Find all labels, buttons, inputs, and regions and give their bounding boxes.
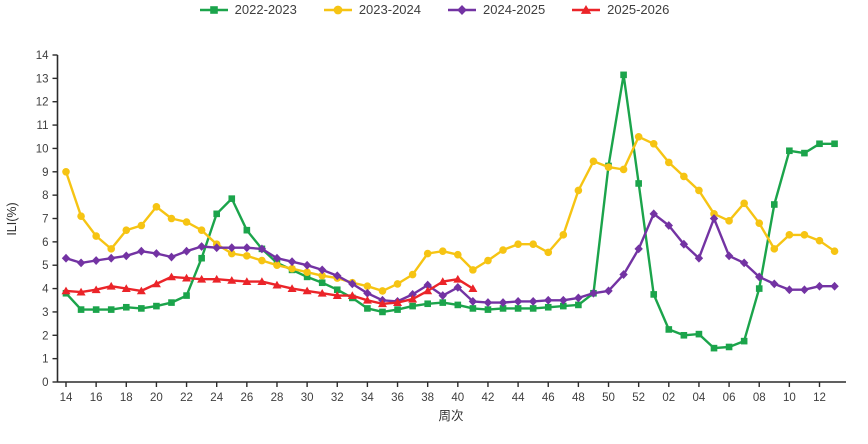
y-tick-label: 4 bbox=[42, 284, 49, 296]
x-tick-label: 28 bbox=[271, 392, 284, 404]
legend-label: 2024-2025 bbox=[483, 2, 546, 17]
x-tick-label: 18 bbox=[120, 392, 133, 404]
x-tick-label: 42 bbox=[482, 392, 495, 404]
y-tick-label: 2 bbox=[42, 330, 48, 342]
x-tick-label: 02 bbox=[662, 392, 675, 404]
y-tick-label: 0 bbox=[42, 377, 48, 389]
series-2025-2026 bbox=[61, 272, 478, 308]
legend-marker-triangle-icon bbox=[571, 4, 601, 16]
y-tick-label: 11 bbox=[37, 120, 49, 132]
legend-item-2024-2025[interactable]: 2024-2025 bbox=[447, 2, 545, 17]
legend-label: 2025-2026 bbox=[607, 2, 670, 17]
y-tick-label: 12 bbox=[36, 97, 49, 109]
chart-legend: 2022-2023 2023-2024 2024-2025 2025-2026 bbox=[0, 2, 868, 17]
y-axis-title: ILI(%) bbox=[5, 202, 19, 235]
x-tick-label: 12 bbox=[813, 392, 826, 404]
x-tick-label: 50 bbox=[602, 392, 615, 404]
legend-marker-circle-icon bbox=[323, 4, 353, 16]
x-tick-label: 32 bbox=[331, 392, 344, 404]
x-tick-label: 04 bbox=[693, 392, 706, 404]
x-tick-label: 20 bbox=[150, 392, 163, 404]
y-tick-label: 13 bbox=[36, 73, 49, 85]
x-tick-label: 40 bbox=[451, 392, 464, 404]
legend-item-2025-2026[interactable]: 2025-2026 bbox=[571, 2, 669, 17]
y-tick-label: 1 bbox=[42, 354, 48, 366]
series-2023-2024 bbox=[62, 132, 839, 295]
legend-label: 2023-2024 bbox=[358, 2, 421, 17]
x-tick-label: 34 bbox=[361, 392, 374, 404]
y-tick-label: 14 bbox=[36, 50, 49, 62]
x-tick-label: 46 bbox=[542, 392, 555, 404]
y-tick-label: 3 bbox=[42, 307, 48, 319]
y-tick-label: 10 bbox=[36, 143, 49, 155]
x-tick-label: 14 bbox=[60, 392, 73, 404]
x-tick-label: 22 bbox=[180, 392, 193, 404]
x-axis-title: 周次 bbox=[438, 409, 463, 423]
x-tick-label: 24 bbox=[210, 392, 223, 404]
x-tick-label: 38 bbox=[421, 392, 434, 404]
x-tick-label: 06 bbox=[723, 392, 736, 404]
y-tick-label: 8 bbox=[42, 190, 48, 202]
legend-item-2023-2024[interactable]: 2023-2024 bbox=[323, 2, 421, 17]
series-2024-2025 bbox=[61, 209, 839, 307]
series-2022-2023 bbox=[62, 71, 838, 352]
x-tick-label: 16 bbox=[90, 392, 103, 404]
legend-item-2022-2023[interactable]: 2022-2023 bbox=[199, 2, 297, 17]
x-tick-label: 44 bbox=[512, 392, 525, 404]
x-tick-label: 52 bbox=[632, 392, 645, 404]
x-tick-label: 36 bbox=[391, 392, 404, 404]
legend-label: 2022-2023 bbox=[234, 2, 297, 17]
x-tick-label: 48 bbox=[572, 392, 585, 404]
y-tick-label: 6 bbox=[42, 237, 48, 249]
x-tick-label: 30 bbox=[301, 392, 314, 404]
x-tick-label: 10 bbox=[783, 392, 796, 404]
legend-marker-diamond-icon bbox=[447, 4, 477, 16]
y-tick-label: 9 bbox=[42, 167, 48, 179]
x-tick-label: 08 bbox=[753, 392, 766, 404]
x-tick-label: 26 bbox=[240, 392, 253, 404]
y-tick-label: 7 bbox=[42, 214, 48, 226]
y-tick-label: 5 bbox=[42, 260, 48, 272]
legend-marker-square-icon bbox=[199, 4, 229, 16]
